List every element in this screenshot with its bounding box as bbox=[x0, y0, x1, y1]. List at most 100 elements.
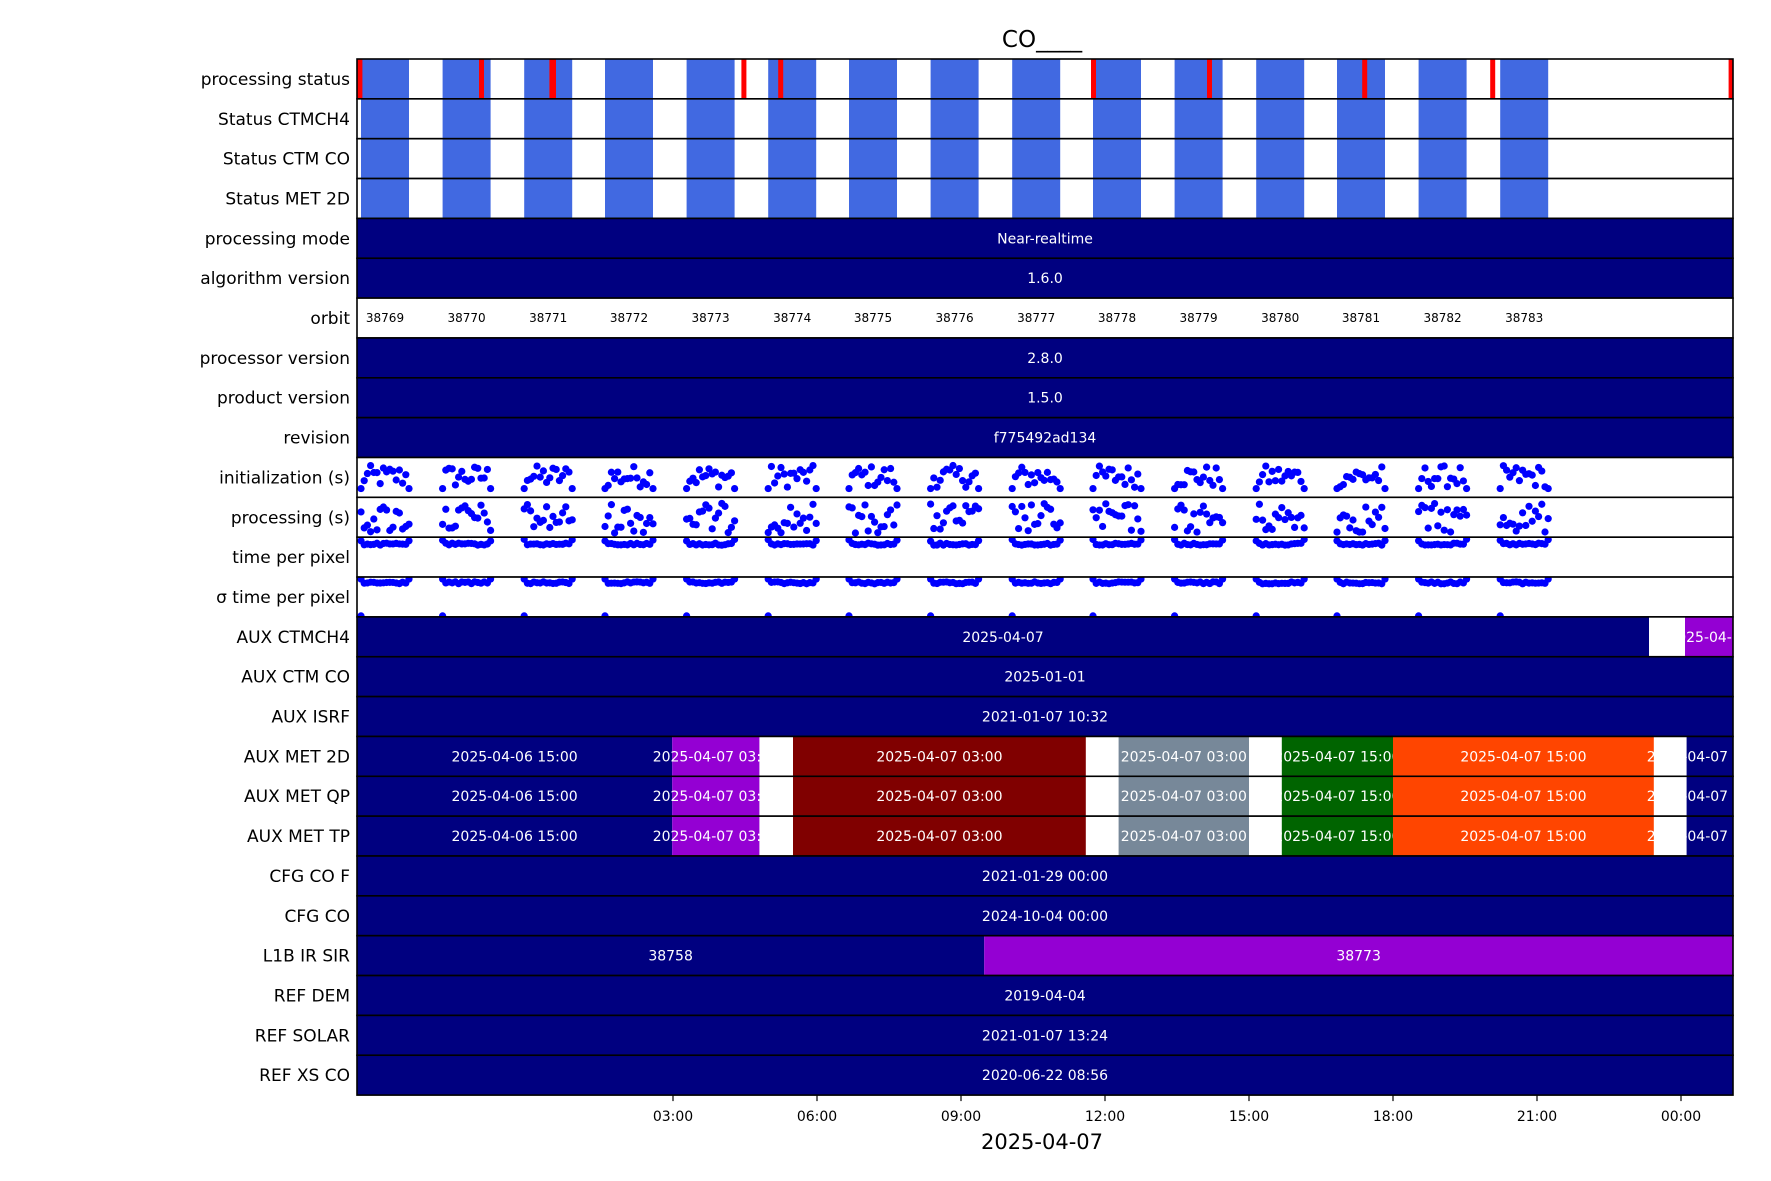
segment-1 bbox=[672, 816, 760, 856]
scatter-point bbox=[607, 468, 616, 476]
x-tick-label: 15:00 bbox=[1229, 1109, 1269, 1125]
segment-0 bbox=[357, 895, 1733, 936]
status-bar-38778 bbox=[1093, 59, 1141, 99]
scatter-point bbox=[731, 517, 739, 525]
scatter-point bbox=[1456, 464, 1464, 472]
status-bar-38770 bbox=[442, 138, 491, 179]
scatter-point bbox=[639, 528, 648, 536]
scatter-point bbox=[711, 468, 720, 476]
scatter-point bbox=[1219, 519, 1227, 527]
scatter-point bbox=[962, 502, 970, 510]
scatter-point bbox=[1092, 514, 1100, 522]
error-marker-3 bbox=[551, 59, 556, 99]
scatter-point bbox=[1281, 515, 1289, 524]
segment-0 bbox=[357, 975, 1733, 1016]
scatter-point bbox=[1124, 464, 1132, 472]
scatter-point bbox=[474, 514, 482, 522]
scatter-point bbox=[1265, 478, 1273, 486]
scatter-point bbox=[1440, 526, 1448, 534]
scatter-point bbox=[1463, 537, 1471, 543]
scatter-point bbox=[1255, 478, 1263, 486]
segment-label-5: 2025-04-07 15:00 bbox=[1460, 789, 1586, 805]
scatter-point bbox=[1339, 480, 1347, 489]
error-marker-10 bbox=[1728, 59, 1733, 99]
scatter-point bbox=[1056, 537, 1064, 544]
status-bar-38780 bbox=[1256, 138, 1305, 179]
scatter-point bbox=[686, 514, 694, 522]
scatter-point bbox=[539, 467, 548, 475]
scatter-point bbox=[1544, 577, 1552, 583]
scatter-point bbox=[649, 537, 657, 544]
segment-4 bbox=[1281, 816, 1393, 856]
scatter-point bbox=[1215, 475, 1223, 484]
segment-0 bbox=[357, 696, 1733, 737]
scatter-point bbox=[1011, 508, 1020, 516]
scatter-point bbox=[1219, 577, 1227, 583]
segment-label-1: 2025-04-07 03:00 bbox=[653, 789, 779, 805]
segment-label-0: Near-realtime bbox=[997, 231, 1093, 247]
scatter-point bbox=[636, 513, 644, 522]
scatter-point bbox=[1359, 528, 1367, 536]
scatter-point bbox=[975, 484, 983, 493]
scatter-point bbox=[893, 484, 901, 493]
status-bar-38783 bbox=[1500, 178, 1549, 219]
scatter-point bbox=[1375, 476, 1383, 485]
orbit-label-38774: 38774 bbox=[773, 311, 811, 325]
segment-4 bbox=[1281, 736, 1393, 777]
scatter-point bbox=[1456, 512, 1464, 520]
row-content: 2025-04-06 15:00 2025-04-07 03:00 2025-04-… bbox=[357, 736, 1733, 777]
scatter-point bbox=[1008, 502, 1016, 511]
row-content: 2025-04-07 2025-04-08 bbox=[357, 616, 1733, 657]
scatter-point bbox=[927, 612, 935, 617]
error-marker-4 bbox=[741, 59, 747, 99]
x-tick-label: 09:00 bbox=[941, 1109, 981, 1125]
scatter-point bbox=[890, 478, 898, 486]
segment-label-4: 2025-04-07 15:00 bbox=[1274, 789, 1400, 805]
scatter-point bbox=[1371, 470, 1379, 479]
row-label-revision: revision bbox=[283, 429, 350, 449]
status-bar-38774 bbox=[768, 138, 817, 179]
scatter-point bbox=[727, 469, 736, 477]
scatter-point bbox=[1300, 524, 1308, 532]
scatter-point bbox=[1037, 512, 1045, 520]
scatter-point bbox=[1015, 469, 1023, 477]
scatter-point bbox=[1333, 612, 1341, 617]
scatter-point bbox=[939, 519, 948, 527]
segment-0 bbox=[357, 935, 985, 976]
scatter-point bbox=[1431, 499, 1439, 508]
segment-1 bbox=[1685, 616, 1733, 657]
x-tick-label: 03:00 bbox=[653, 1109, 693, 1125]
row-cfg-co: 2024-10-04 00:00 CFG CO bbox=[285, 895, 1734, 937]
scatter-point bbox=[975, 505, 983, 513]
scatter-point bbox=[1463, 511, 1471, 519]
scatter-point bbox=[774, 472, 782, 480]
orbit-label-38781: 38781 bbox=[1342, 311, 1380, 325]
row-content: 2021-01-29 00:00 bbox=[357, 856, 1733, 896]
segment-0 bbox=[357, 337, 1733, 378]
scatter-point bbox=[1137, 577, 1145, 583]
scatter-point bbox=[790, 469, 798, 477]
row-content: 38769 38770 38771 38772 38773 38774 38775 38776… bbox=[357, 298, 1733, 338]
segment-label-0: 2025-04-06 15:00 bbox=[452, 829, 578, 845]
scatter-point bbox=[783, 519, 792, 527]
scatter-point bbox=[357, 612, 365, 617]
segment-0 bbox=[357, 1055, 1733, 1096]
scatter-point bbox=[731, 484, 739, 493]
scatter-point bbox=[1271, 477, 1279, 485]
scatter-point bbox=[955, 464, 964, 473]
scatter-point bbox=[646, 513, 654, 522]
scatter-point bbox=[1212, 464, 1220, 472]
segment-label-0: 2021-01-07 10:32 bbox=[982, 710, 1108, 726]
scatter-point bbox=[1496, 612, 1504, 617]
scatter-point bbox=[405, 537, 413, 545]
scatter-point bbox=[1056, 519, 1064, 527]
scatter-point bbox=[683, 612, 691, 617]
scatter-point bbox=[536, 473, 544, 481]
row-content bbox=[357, 537, 1733, 578]
scatter-point bbox=[771, 479, 779, 487]
scatter-point bbox=[568, 484, 576, 493]
scatter-point bbox=[643, 519, 651, 528]
scatter-point bbox=[809, 500, 817, 508]
scatter-point bbox=[1275, 514, 1283, 522]
scatter-point bbox=[1300, 577, 1308, 583]
